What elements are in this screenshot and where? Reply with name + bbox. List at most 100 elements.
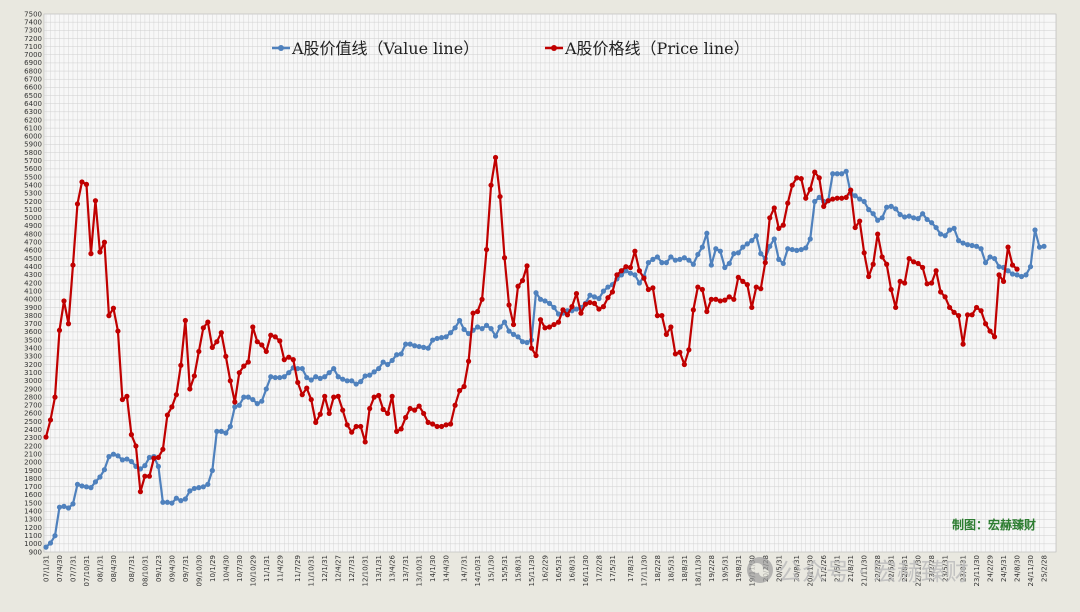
data-point <box>317 375 323 381</box>
data-point <box>663 331 669 337</box>
data-point <box>996 264 1002 270</box>
data-point <box>955 238 962 244</box>
legend-label: A股价格线（Price line） <box>564 39 750 58</box>
y-tick-label: 4600 <box>24 247 42 255</box>
data-point <box>920 264 926 271</box>
data-point <box>555 311 562 317</box>
data-point <box>830 171 836 177</box>
x-tick-label: 14/7/31 <box>461 555 469 582</box>
x-tick-label: 09/7/31 <box>182 555 190 582</box>
data-point <box>214 428 220 434</box>
data-point <box>492 333 499 339</box>
data-point <box>259 342 265 348</box>
x-tick-label: 20/5/31 <box>775 555 783 582</box>
data-point <box>88 251 94 257</box>
data-point <box>358 423 364 430</box>
x-tick-label: 07/1/31 <box>43 555 51 582</box>
data-point <box>893 206 899 212</box>
y-tick-label: 7500 <box>24 10 42 18</box>
data-point <box>875 231 881 237</box>
data-point <box>101 467 108 473</box>
x-tick-label: 08/4/30 <box>110 555 118 582</box>
data-point <box>362 373 368 379</box>
data-point <box>821 203 827 209</box>
y-tick-label: 1500 <box>24 499 42 507</box>
data-point <box>209 467 215 474</box>
data-point <box>946 227 953 233</box>
data-point <box>879 215 885 221</box>
data-point <box>902 214 908 220</box>
data-point <box>439 335 445 341</box>
data-point <box>263 348 269 355</box>
data-point <box>119 457 126 463</box>
data-point <box>43 544 49 550</box>
data-point <box>870 261 876 267</box>
data-point <box>573 291 580 297</box>
data-point <box>946 304 953 311</box>
data-point <box>964 242 971 248</box>
data-point <box>101 239 108 245</box>
data-point <box>151 455 157 461</box>
x-tick-label: 24/11/30 <box>1027 555 1035 586</box>
data-point <box>456 388 463 394</box>
x-tick-label: 16/8/31 <box>568 555 576 582</box>
data-point <box>353 381 359 387</box>
data-point <box>196 348 202 355</box>
x-tick-label: 17/8/31 <box>627 555 635 582</box>
data-point <box>902 280 908 286</box>
data-point <box>982 260 989 266</box>
data-point <box>524 263 530 269</box>
data-point <box>681 255 687 261</box>
data-point <box>866 273 872 280</box>
data-point <box>465 358 472 364</box>
x-tick-label: 13/1/31 <box>375 555 383 582</box>
legend-marker <box>551 45 557 51</box>
data-point <box>340 376 346 382</box>
x-tick-label: 16/11/30 <box>582 555 590 586</box>
data-point <box>798 176 804 182</box>
data-point <box>978 308 984 314</box>
data-point <box>537 296 544 302</box>
data-point <box>187 488 193 494</box>
data-point <box>636 280 643 286</box>
data-point <box>483 246 490 253</box>
data-point <box>497 193 503 200</box>
data-point <box>308 377 314 383</box>
x-tick-label: 23/11/30 <box>973 555 981 586</box>
legend-marker <box>278 45 284 51</box>
data-point <box>403 414 409 421</box>
x-tick-label: 07/7/31 <box>69 555 77 582</box>
data-point <box>744 241 750 247</box>
data-point <box>56 504 63 510</box>
data-point <box>128 432 135 438</box>
data-point <box>362 439 368 445</box>
x-tick-label: 13/10/31 <box>416 555 424 586</box>
data-point <box>614 272 620 278</box>
data-point <box>659 313 665 319</box>
data-point <box>600 288 607 294</box>
data-point <box>97 474 103 480</box>
x-tick-label: 18/8/31 <box>681 555 689 582</box>
data-point <box>519 339 526 345</box>
data-point <box>389 393 395 399</box>
data-point <box>641 275 647 281</box>
data-point <box>83 484 90 490</box>
data-point <box>389 357 395 364</box>
data-point <box>600 304 607 310</box>
data-point <box>173 495 179 501</box>
data-point <box>695 284 701 290</box>
y-tick-label: 1300 <box>24 516 42 524</box>
data-point <box>911 215 917 221</box>
data-point <box>834 171 840 177</box>
data-point <box>358 379 364 385</box>
data-point <box>510 331 517 337</box>
data-point <box>164 412 170 418</box>
data-point <box>929 220 935 226</box>
y-tick-label: 4200 <box>24 279 42 287</box>
x-tick-label: 21/8/31 <box>847 555 855 582</box>
y-tick-label: 5700 <box>24 157 42 165</box>
x-tick-label: 08/10/31 <box>141 555 149 586</box>
data-point <box>1009 271 1016 277</box>
data-point <box>83 181 90 187</box>
y-tick-label: 2600 <box>24 410 42 418</box>
